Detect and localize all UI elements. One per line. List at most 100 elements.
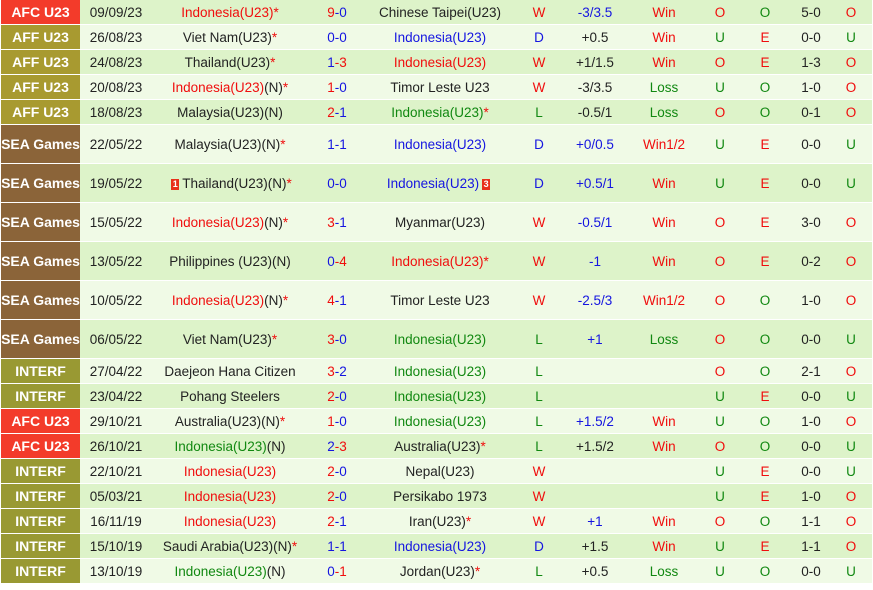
home-team-name[interactable]: Philippines (U23)(N) xyxy=(169,253,291,269)
score[interactable]: 3-0 xyxy=(308,320,366,358)
away-team-cell: Jordan(U23)* xyxy=(366,559,514,583)
home-team-name[interactable]: Indonesia(U23) xyxy=(174,563,267,579)
away-team-name[interactable]: Indonesia(U23) xyxy=(393,388,487,404)
away-team-name[interactable]: Indonesia(U23) xyxy=(391,104,484,120)
score[interactable]: 9-0 xyxy=(308,0,366,24)
league-badge[interactable]: INTERF xyxy=(1,384,80,408)
score[interactable]: 1-0 xyxy=(308,75,366,99)
handicap-result: Win1/2 xyxy=(626,125,702,163)
home-team-name[interactable]: Pohang Steelers xyxy=(180,388,280,404)
score[interactable]: 2-3 xyxy=(308,434,366,458)
home-team-name[interactable]: Indonesia(U23) xyxy=(183,488,277,504)
score[interactable]: 2-0 xyxy=(308,459,366,483)
home-team-name[interactable]: Thailand(U23)(N) xyxy=(182,175,287,191)
away-team-name[interactable]: Timor Leste U23 xyxy=(390,79,490,95)
home-goals: 1 xyxy=(327,413,335,429)
away-team-name[interactable]: Myanmar(U23) xyxy=(394,214,486,230)
away-team-name[interactable]: Australia(U23) xyxy=(394,438,481,454)
away-team-name[interactable]: Indonesia(U23) xyxy=(391,253,484,269)
home-team-name[interactable]: Indonesia(U23) xyxy=(174,438,267,454)
league-badge[interactable]: AFF U23 xyxy=(1,25,80,49)
away-team-name[interactable]: Indonesia(U23) xyxy=(393,136,487,152)
league-badge[interactable]: SEA Games xyxy=(1,281,80,319)
league-badge[interactable]: INTERF xyxy=(1,509,80,533)
home-team-name[interactable]: Indonesia(U23) xyxy=(171,214,265,230)
score[interactable]: 2-0 xyxy=(308,384,366,408)
home-team-name[interactable]: Australia(U23)(N) xyxy=(174,413,280,429)
league-badge[interactable]: SEA Games xyxy=(1,125,80,163)
away-team-name[interactable]: Nepal(U23) xyxy=(405,463,475,479)
score[interactable]: 0-0 xyxy=(308,25,366,49)
half-time-score: 1-0 xyxy=(792,484,830,508)
home-team-name[interactable]: Indonesia(U23) xyxy=(183,513,277,529)
score[interactable]: 0-0 xyxy=(308,164,366,202)
score[interactable]: 2-1 xyxy=(308,509,366,533)
away-team-cell: Australia(U23)* xyxy=(366,434,514,458)
half-time-over-under: O xyxy=(830,484,872,508)
away-team-name[interactable]: Indonesia(U23) xyxy=(393,54,487,70)
home-team-name[interactable]: Malaysia(U23)(N) xyxy=(177,104,283,120)
odd-even: E xyxy=(738,164,792,202)
score[interactable]: 3-1 xyxy=(308,203,366,241)
odd-even: O xyxy=(738,100,792,124)
home-team-name[interactable]: Indonesia(U23) xyxy=(171,79,265,95)
away-team-name[interactable]: Persikabo 1973 xyxy=(393,488,487,504)
score[interactable]: 1-1 xyxy=(308,534,366,558)
home-team-name[interactable]: Daejeon Hana Citizen xyxy=(164,363,296,379)
away-team-name[interactable]: Indonesia(U23) xyxy=(386,175,480,191)
league-badge[interactable]: INTERF xyxy=(1,459,80,483)
league-badge[interactable]: INTERF xyxy=(1,359,80,383)
half-time-score: 0-0 xyxy=(792,125,830,163)
away-team-name[interactable]: Timor Leste U23 xyxy=(390,292,490,308)
league-badge[interactable]: AFC U23 xyxy=(1,434,80,458)
league-badge[interactable]: AFF U23 xyxy=(1,100,80,124)
away-team-name[interactable]: Indonesia(U23) xyxy=(393,413,487,429)
league-badge[interactable]: INTERF xyxy=(1,559,80,583)
league-badge[interactable]: AFC U23 xyxy=(1,0,80,24)
score[interactable]: 3-2 xyxy=(308,359,366,383)
league-badge[interactable]: INTERF xyxy=(1,534,80,558)
league-badge[interactable]: SEA Games xyxy=(1,164,80,202)
league-badge[interactable]: AFC U23 xyxy=(1,409,80,433)
away-team-cell: Persikabo 1973 xyxy=(366,484,514,508)
score[interactable]: 1-1 xyxy=(308,125,366,163)
away-team-name[interactable]: Chinese Taipei(U23) xyxy=(378,4,502,20)
handicap-result: Win xyxy=(626,50,702,74)
handicap-result xyxy=(626,384,702,408)
home-team-name[interactable]: Thailand(U23) xyxy=(184,54,271,70)
table-row: INTERF 23/04/22 Pohang Steelers 2-0 Indonesi… xyxy=(1,384,872,408)
away-goals: 1 xyxy=(339,136,347,152)
score[interactable]: 0-4 xyxy=(308,242,366,280)
match-result: L xyxy=(514,100,564,124)
handicap-result: Loss xyxy=(626,320,702,358)
score[interactable]: 2-1 xyxy=(308,100,366,124)
league-badge[interactable]: SEA Games xyxy=(1,320,80,358)
over-under: U xyxy=(702,559,738,583)
score[interactable]: 1-3 xyxy=(308,50,366,74)
league-badge[interactable]: SEA Games xyxy=(1,242,80,280)
home-team-name[interactable]: Indonesia(U23) xyxy=(183,463,277,479)
away-team-name[interactable]: Indonesia(U23) xyxy=(393,29,487,45)
home-team-name[interactable]: Indonesia(U23) xyxy=(181,4,274,20)
score[interactable]: 2-0 xyxy=(308,484,366,508)
home-team-name[interactable]: Viet Nam(U23) xyxy=(182,29,272,45)
league-badge[interactable]: INTERF xyxy=(1,484,80,508)
away-team-name[interactable]: Iran(U23) xyxy=(408,513,466,529)
table-row: AFC U23 09/09/23 Indonesia(U23)* 9-0 Chinese… xyxy=(1,0,872,24)
home-team-name[interactable]: Saudi Arabia(U23)(N) xyxy=(162,538,292,554)
score[interactable]: 4-1 xyxy=(308,281,366,319)
home-team-name[interactable]: Viet Nam(U23) xyxy=(182,331,272,347)
table-row: SEA Games 15/05/22 Indonesia(U23)(N)* 3-1 My… xyxy=(1,203,872,241)
score[interactable]: 0-1 xyxy=(308,559,366,583)
away-team-name[interactable]: Indonesia(U23) xyxy=(393,331,487,347)
league-badge[interactable]: SEA Games xyxy=(1,203,80,241)
league-badge[interactable]: AFF U23 xyxy=(1,50,80,74)
home-team-name[interactable]: Indonesia(U23) xyxy=(171,292,265,308)
home-team-name[interactable]: Malaysia(U23)(N) xyxy=(174,136,281,152)
away-team-name[interactable]: Jordan(U23) xyxy=(399,563,475,579)
score[interactable]: 1-0 xyxy=(308,409,366,433)
league-badge[interactable]: AFF U23 xyxy=(1,75,80,99)
over-under: U xyxy=(702,459,738,483)
away-team-name[interactable]: Indonesia(U23) xyxy=(393,538,487,554)
away-team-name[interactable]: Indonesia(U23) xyxy=(393,363,487,379)
